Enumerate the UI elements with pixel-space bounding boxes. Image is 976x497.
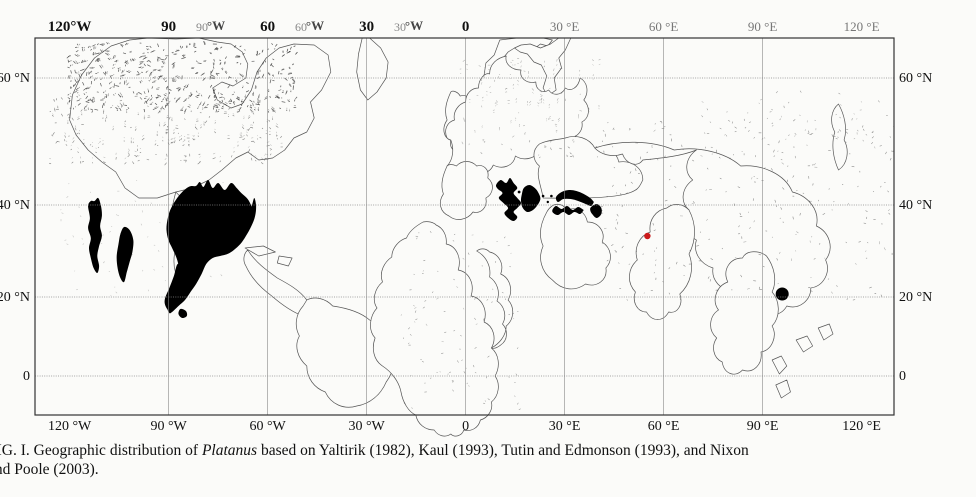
svg-text:40 °N: 40 °N — [0, 198, 30, 213]
svg-text:60 °E: 60 °E — [649, 19, 678, 34]
svg-text:90: 90 — [161, 19, 176, 35]
svg-text:0: 0 — [462, 419, 469, 434]
svg-text:60 °N: 60 °N — [899, 71, 932, 86]
svg-text:30: 30 — [359, 19, 374, 35]
svg-text:°W: °W — [306, 18, 324, 33]
svg-text:60 °W: 60 °W — [249, 419, 286, 434]
svg-text:°W: °W — [207, 18, 225, 33]
svg-text:30 °E: 30 °E — [550, 19, 579, 34]
svg-text:120 °W: 120 °W — [48, 419, 92, 434]
svg-text:30 °E: 30 °E — [549, 419, 581, 434]
svg-text:90 °E: 90 °E — [748, 19, 777, 34]
svg-text:0: 0 — [23, 369, 30, 384]
svg-text:20 °N: 20 °N — [0, 290, 30, 305]
svg-text:120 °E: 120 °E — [842, 419, 881, 434]
svg-text:0: 0 — [462, 19, 470, 35]
svg-text:90 °E: 90 °E — [747, 419, 779, 434]
svg-text:60 °E: 60 °E — [648, 419, 680, 434]
svg-text:90 °W: 90 °W — [150, 419, 187, 434]
svg-text:60: 60 — [260, 19, 275, 35]
svg-text:20 °N: 20 °N — [899, 290, 932, 305]
svg-text:60 °N: 60 °N — [0, 71, 30, 86]
svg-text:40 °N: 40 °N — [899, 198, 932, 213]
svg-text:30 °W: 30 °W — [348, 419, 385, 434]
svg-text:120 °E: 120 °E — [844, 19, 880, 34]
svg-text:°W: °W — [405, 18, 423, 33]
svg-text:120°W: 120°W — [48, 19, 92, 35]
svg-text:0: 0 — [899, 369, 906, 384]
